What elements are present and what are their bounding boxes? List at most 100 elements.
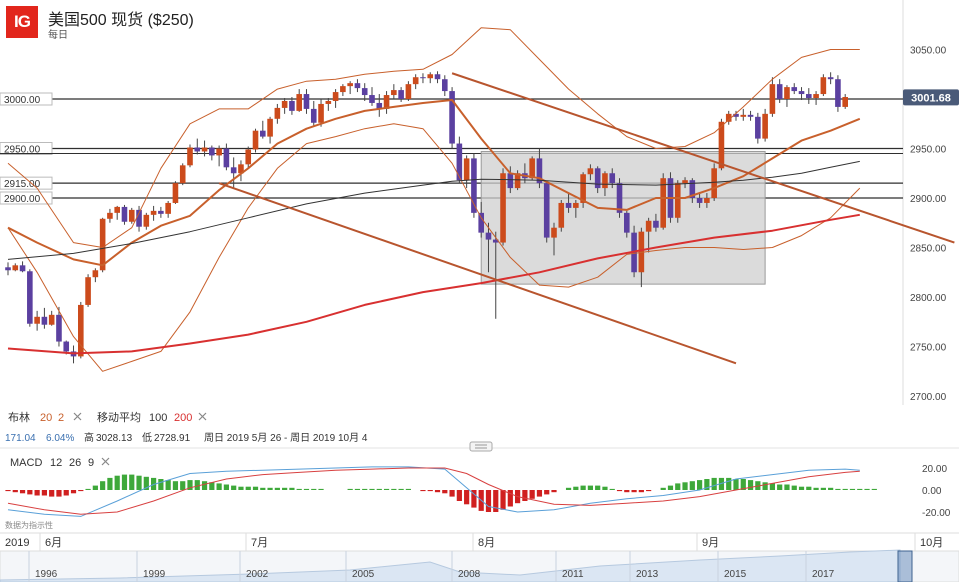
candle-body — [573, 202, 579, 208]
macd-histogram-bar — [63, 490, 69, 496]
trend-line[interactable] — [218, 182, 737, 365]
candle-body — [434, 74, 441, 80]
macd-histogram-bar — [806, 486, 812, 490]
candle-body — [456, 143, 463, 181]
level-label: 2950.00 — [4, 145, 41, 156]
macd-histogram-bar — [107, 477, 113, 490]
candle-body — [514, 173, 521, 189]
macd-histogram-bar — [143, 476, 149, 490]
candle-body — [310, 108, 317, 123]
candle-body — [565, 202, 572, 208]
macd-histogram-bar — [383, 488, 390, 490]
macd-histogram-bar — [660, 487, 666, 490]
macd-histogram-bar — [624, 490, 630, 493]
candle-body — [718, 121, 725, 169]
close-icon[interactable] — [73, 412, 82, 421]
macd-label[interactable]: MACD — [10, 457, 42, 469]
candle-body — [536, 158, 543, 184]
macd-histogram-bar — [282, 487, 288, 490]
ma100-line — [7, 160, 860, 260]
macd-histogram-bar — [158, 479, 164, 490]
data-disclaimer: 数据为指示性 — [5, 520, 53, 530]
macd-tick-label: 20.00 — [922, 464, 947, 475]
candle-body — [347, 83, 353, 87]
close-icon[interactable] — [101, 457, 110, 466]
candle-body — [798, 91, 805, 95]
indicator-lines — [7, 27, 955, 372]
candlesticks — [5, 71, 848, 364]
signal-line — [7, 467, 860, 515]
candle-body — [471, 158, 477, 213]
range-rectangle[interactable] — [480, 150, 766, 285]
macd-histogram-bar — [56, 490, 62, 497]
macd-histogram-bar — [209, 482, 215, 490]
macd-histogram-bar — [828, 487, 834, 490]
candle-body — [92, 270, 99, 278]
candle-body — [391, 90, 397, 96]
trend-line[interactable] — [451, 72, 955, 244]
interval-label[interactable]: 每日 — [48, 30, 68, 41]
close-icon[interactable] — [198, 412, 207, 421]
candle-body — [405, 84, 412, 99]
macd-histogram-bar — [646, 490, 652, 492]
candle-body — [609, 173, 616, 184]
macd-histogram-bar — [667, 485, 674, 490]
candle-body — [267, 118, 273, 137]
candle-body — [143, 214, 150, 227]
macd-histogram-bar — [151, 477, 157, 490]
candle-body — [594, 168, 601, 189]
macd-histogram-bar — [602, 486, 608, 490]
macd-histogram-bar — [92, 485, 98, 490]
macd-histogram-bar — [216, 483, 222, 490]
macd-histogram-bar — [100, 481, 106, 490]
macd-histogram-bar — [565, 487, 572, 490]
macd-histogram-bar — [609, 488, 615, 490]
candle-body — [704, 198, 710, 203]
candle-body — [332, 92, 339, 101]
macd-histogram-bar — [260, 487, 266, 490]
candle-body — [245, 149, 252, 165]
macd-histogram-bar — [726, 477, 732, 490]
macd-tick-label: 0.00 — [922, 486, 942, 497]
macd-histogram-bar — [813, 487, 819, 490]
candle-body — [172, 183, 179, 203]
svg-text:3001.68: 3001.68 — [911, 92, 951, 104]
macd-histogram-bar — [274, 487, 280, 490]
macd-histogram-bar — [791, 485, 797, 490]
macd-histogram-bar — [835, 488, 841, 490]
macd-histogram-bar — [114, 475, 120, 490]
macd-histogram-bar — [427, 490, 433, 492]
candle-body — [325, 100, 332, 104]
month-axis: 6月 7月 8月 9月 10月 — [39, 533, 943, 551]
candle-body — [587, 168, 594, 175]
month-label: 8月 — [478, 537, 495, 549]
macd-histogram-bar — [871, 488, 877, 490]
candle-body — [150, 210, 157, 215]
candle-body — [114, 206, 120, 213]
high-label: 高 — [84, 431, 94, 444]
macd-histogram-bar — [777, 484, 783, 490]
candle-body — [281, 100, 288, 108]
macd-histogram-bar — [449, 490, 455, 497]
price-tick-label: 2900.00 — [910, 194, 947, 205]
macd-histogram-bar — [405, 488, 411, 490]
candle-body — [34, 316, 40, 324]
ma-label[interactable]: 移动平均 — [97, 411, 141, 424]
bollinger-label[interactable]: 布林 — [8, 410, 30, 424]
macd-histogram-bar — [689, 481, 695, 490]
candle-body — [19, 265, 26, 272]
overview-window[interactable] — [897, 550, 913, 582]
macd-histogram-bar — [420, 490, 426, 492]
candle-body — [492, 239, 499, 243]
candle-body — [383, 95, 390, 109]
macd-histogram-bar — [172, 481, 179, 490]
low-label: 低 — [142, 431, 152, 444]
instrument-title: 美国500 现货 ($250) — [48, 12, 194, 29]
pane-resize-handle[interactable] — [469, 441, 493, 452]
overview-navigator[interactable]: 1996 1999 2002 2005 2008 2011 2013 2015 2017 — [0, 549, 959, 582]
candle-body — [179, 165, 186, 184]
candle-body — [711, 168, 717, 198]
change-percent: 6.04% — [46, 433, 74, 444]
candle-body — [682, 180, 688, 184]
